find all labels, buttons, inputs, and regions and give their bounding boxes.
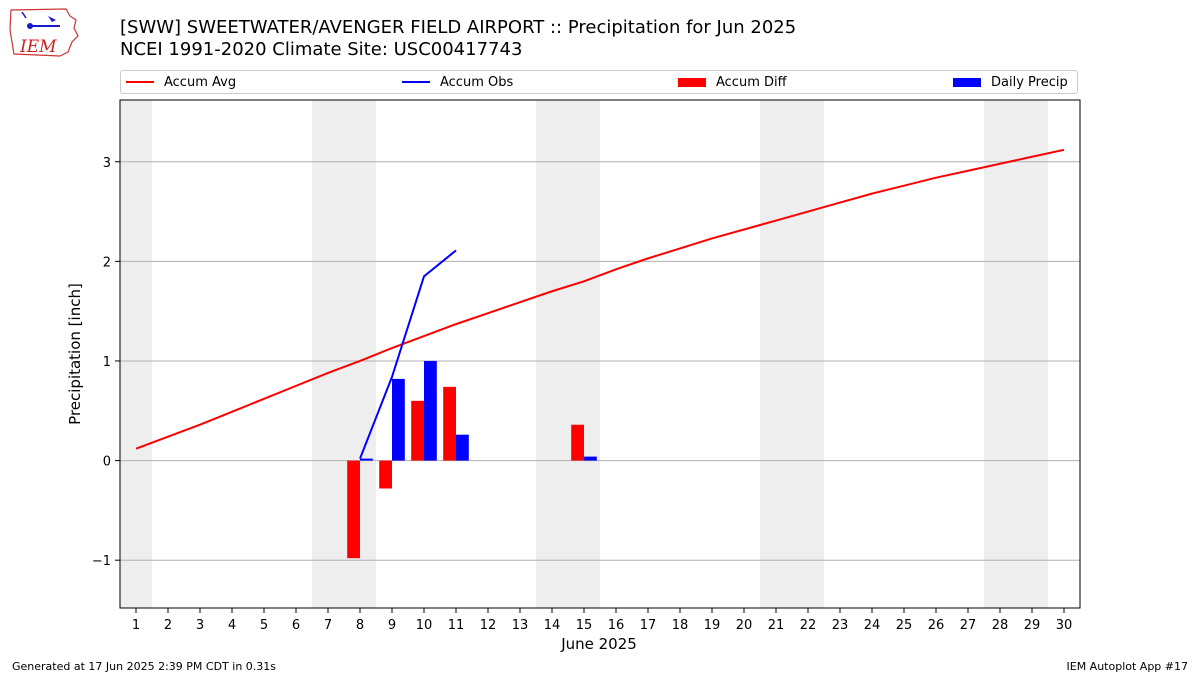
x-axis-label: June 2025 <box>560 635 637 653</box>
weekend-band-21 <box>760 100 792 608</box>
weekend-band-29 <box>1016 100 1048 608</box>
x-tick-label-8: 8 <box>356 618 364 633</box>
legend-item-accum-diff: Accum Diff <box>678 71 787 93</box>
lines <box>135 148 1065 459</box>
legend-label-accum-avg: Accum Avg <box>164 74 237 90</box>
x-tick-label-24: 24 <box>864 618 881 633</box>
x-tick-label-6: 6 <box>292 618 300 633</box>
footer-generated: Generated at 17 Jun 2025 2:39 PM CDT in … <box>12 660 277 673</box>
x-tick-label-29: 29 <box>1024 618 1041 633</box>
x-tick-label-13: 13 <box>512 618 529 633</box>
legend-swatch-accum-diff <box>678 77 706 87</box>
x-tick-label-2: 2 <box>164 618 172 633</box>
y-tick-label-0: 0 <box>103 455 111 470</box>
accum-diff-bar-11 <box>443 386 456 461</box>
legend-swatch-daily-precip <box>953 77 981 87</box>
legend-swatch-accum-obs <box>402 81 430 83</box>
accum-diff-bar-15 <box>571 424 584 461</box>
accum-avg-line <box>135 148 1065 450</box>
x-tick-label-12: 12 <box>480 618 497 633</box>
bars <box>347 360 597 559</box>
x-tick-label-10: 10 <box>416 618 433 633</box>
weekend-band-15 <box>568 100 600 608</box>
y-tick-label-1: 1 <box>103 355 111 370</box>
logo-text: IEM <box>19 37 57 57</box>
legend-swatch-accum-avg <box>126 81 154 83</box>
y-tick-label-2: 2 <box>103 255 111 270</box>
x-tick-label-3: 3 <box>196 618 204 633</box>
x-tick-label-26: 26 <box>928 618 945 633</box>
x-tick-label-19: 19 <box>704 618 721 633</box>
iem-logo: IEM <box>8 6 80 60</box>
x-tick-label-15: 15 <box>576 618 593 633</box>
x-tick-label-4: 4 <box>228 618 236 633</box>
footer-app: IEM Autoplot App #17 <box>1066 660 1189 673</box>
weekend-band-28 <box>984 100 1016 608</box>
x-tick-label-1: 1 <box>132 618 140 633</box>
accum-diff-bar-9 <box>379 460 392 489</box>
daily-precip-bar-10 <box>424 360 437 461</box>
x-tick-label-18: 18 <box>672 618 689 633</box>
weekend-band-7 <box>312 100 344 608</box>
x-tick-label-11: 11 <box>448 618 465 633</box>
x-tick-label-28: 28 <box>992 618 1009 633</box>
weekend-band-22 <box>792 100 824 608</box>
legend-label-accum-obs: Accum Obs <box>440 74 514 90</box>
x-tick-label-22: 22 <box>800 618 817 633</box>
legend: Accum Avg Accum Obs Accum Diff Daily Pre… <box>120 70 1078 94</box>
x-tick-label-14: 14 <box>544 618 561 633</box>
legend-label-accum-diff: Accum Diff <box>716 74 787 90</box>
daily-precip-bar-15 <box>584 456 597 461</box>
accum-obs-line <box>359 249 457 459</box>
weekend-shading <box>120 100 1048 608</box>
x-tick-label-21: 21 <box>768 618 785 633</box>
x-tick-label-5: 5 <box>260 618 268 633</box>
legend-item-accum-obs: Accum Obs <box>402 71 513 93</box>
x-tick-label-25: 25 <box>896 618 913 633</box>
x-tick-label-16: 16 <box>608 618 625 633</box>
x-tick-label-7: 7 <box>324 618 332 633</box>
y-tick-label-3: 3 <box>103 156 111 171</box>
x-tick-label-17: 17 <box>640 618 657 633</box>
daily-precip-bar-9 <box>392 378 405 461</box>
daily-precip-bar-8 <box>360 458 373 461</box>
plot-frame <box>119 99 1081 609</box>
y-axis-label: Precipitation [inch] <box>66 283 84 425</box>
y-tick-label--1: −1 <box>92 554 111 569</box>
legend-label-daily-precip: Daily Precip <box>991 74 1068 90</box>
accum-diff-bar-10 <box>411 400 424 461</box>
y-gridlines <box>120 161 1080 561</box>
legend-item-daily-precip: Daily Precip <box>953 71 1068 93</box>
x-tick-label-9: 9 <box>388 618 396 633</box>
daily-precip-bar-11 <box>456 434 469 461</box>
legend-item-accum-avg: Accum Avg <box>126 71 236 93</box>
chart-title: [SWW] SWEETWATER/AVENGER FIELD AIRPORT :… <box>120 17 797 38</box>
x-tick-label-30: 30 <box>1056 618 1073 633</box>
weekend-band-14 <box>536 100 568 608</box>
x-tick-label-20: 20 <box>736 618 753 633</box>
weekend-band-1 <box>120 100 152 608</box>
accum-diff-bar-8 <box>347 460 360 559</box>
chart-subtitle: NCEI 1991-2020 Climate Site: USC00417743 <box>120 39 523 60</box>
x-tick-label-23: 23 <box>832 618 849 633</box>
x-tick-label-27: 27 <box>960 618 977 633</box>
